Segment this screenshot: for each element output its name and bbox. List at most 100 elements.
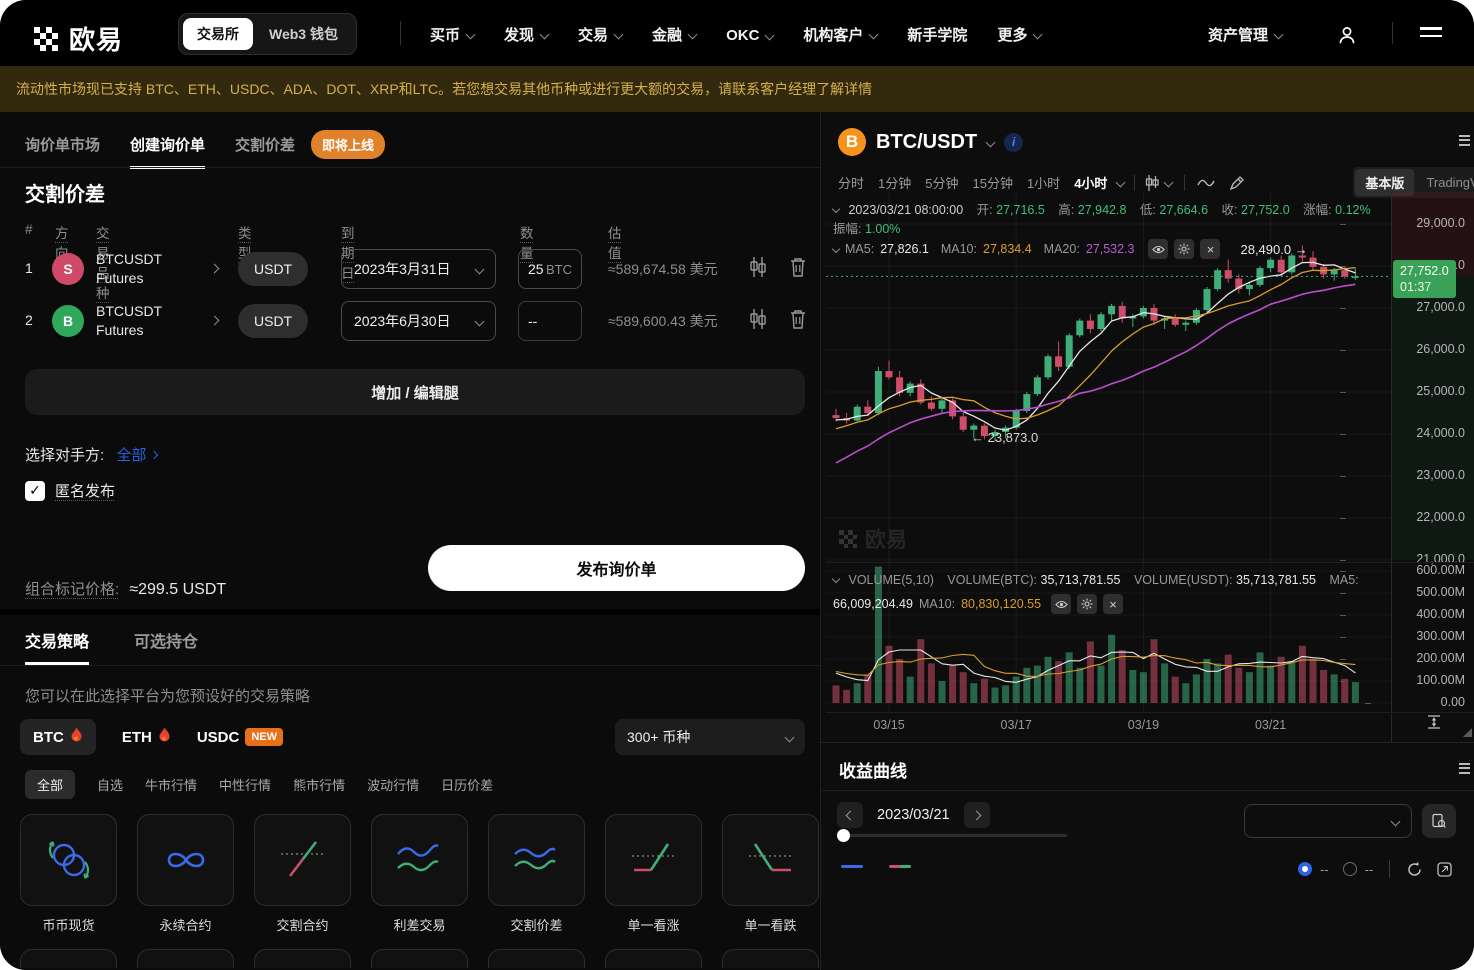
resize-corner[interactable]: [1463, 728, 1472, 737]
strategy-card[interactable]: 交割合约: [254, 814, 351, 934]
eye-icon[interactable]: [1051, 594, 1072, 614]
draw-tool-icon[interactable]: [1229, 175, 1245, 191]
low-value: 27,664.6: [1159, 203, 1209, 217]
candle-style-chevron[interactable]: [1163, 177, 1174, 188]
coin-count-select[interactable]: 300+ 币种: [615, 719, 805, 755]
strategy-card[interactable]: 利差交易: [371, 814, 468, 934]
info-icon[interactable]: i: [1004, 132, 1024, 152]
indicator-line-icon[interactable]: [1197, 177, 1216, 189]
counterparty-link[interactable]: 全部: [116, 447, 158, 464]
strategy-card[interactable]: 单一看跌: [722, 814, 819, 934]
quantity-input[interactable]: --: [518, 301, 582, 341]
quantity-input[interactable]: 25 BTC: [518, 249, 582, 289]
next-date-button[interactable]: [963, 802, 990, 828]
coin-filter-usdc[interactable]: USDC NEW: [197, 728, 284, 746]
strategy-card-partial[interactable]: [254, 949, 351, 968]
timeframe-1分钟[interactable]: 1分钟: [878, 175, 912, 191]
coin-filter-eth[interactable]: ETH: [122, 727, 171, 747]
strategy-card-partial[interactable]: [371, 949, 468, 968]
chevron-right-icon[interactable]: [209, 315, 220, 326]
add-edit-leg-button[interactable]: 增加 / 编辑腿: [25, 369, 805, 415]
candlestick-chart[interactable]: 03/15 03/17 03/19 03/21: [826, 192, 1391, 742]
publish-rfq-button[interactable]: 发布询价单: [428, 545, 805, 591]
strategy-card-partial[interactable]: [722, 949, 819, 968]
tab-create-rfq[interactable]: 创建询价单: [130, 134, 206, 169]
trash-icon[interactable]: [788, 256, 808, 278]
strategy-card[interactable]: 单一看涨: [605, 814, 702, 934]
tab-trading-strategies[interactable]: 交易策略: [25, 628, 90, 665]
nav-item-4[interactable]: OKC: [726, 27, 775, 44]
tab-rfq-market[interactable]: 询价单市场: [25, 137, 101, 154]
expiry-select[interactable]: 2023年6月30日: [341, 301, 496, 341]
pnl-menu-icon[interactable]: [1459, 760, 1470, 776]
candles-icon[interactable]: [748, 308, 768, 330]
filter-chip-5[interactable]: 波动行情: [367, 778, 420, 793]
coin-filter-btc[interactable]: BTC: [20, 719, 96, 755]
collapse-chevron[interactable]: [831, 204, 841, 214]
strategy-card-partial[interactable]: [137, 949, 234, 968]
timeframe-15分钟[interactable]: 15分钟: [972, 175, 1013, 191]
trash-icon[interactable]: [788, 308, 808, 330]
tab-delivery-spread[interactable]: 交割价差: [235, 137, 296, 154]
timeframe-1小时[interactable]: 1小时: [1026, 175, 1061, 191]
anonymous-checkbox[interactable]: ✓: [25, 480, 45, 501]
axis-tick-label: 300.00M: [1340, 629, 1465, 643]
prev-date-button[interactable]: [837, 802, 863, 828]
tab-basic-chart[interactable]: 基本版: [1355, 169, 1415, 196]
strategy-card[interactable]: 永续合约: [137, 814, 234, 934]
strategy-card[interactable]: 币币现货: [20, 814, 117, 934]
inspect-orders-button[interactable]: [1422, 804, 1456, 838]
slider-thumb[interactable]: [837, 829, 850, 842]
candle-style-icon[interactable]: [1145, 174, 1160, 191]
radio-unselected[interactable]: [1342, 862, 1357, 876]
date-slider[interactable]: [837, 829, 1067, 842]
gear-icon[interactable]: [1077, 594, 1098, 614]
filter-chip-4[interactable]: 熊市行情: [293, 778, 346, 793]
candles-icon[interactable]: [748, 256, 768, 278]
measure-icon[interactable]: [1426, 714, 1442, 730]
strategy-card-partial[interactable]: [605, 949, 702, 968]
user-icon[interactable]: [1336, 24, 1358, 46]
pair-select-chevron[interactable]: [985, 137, 996, 147]
toggle-web3-wallet[interactable]: Web3 钱包: [269, 26, 338, 42]
filter-chip-0[interactable]: 全部: [25, 770, 76, 799]
pnl-select[interactable]: [1244, 804, 1412, 838]
strategy-card-label: 单一看涨: [627, 918, 680, 933]
est-value: ≈589,600.43 美元: [608, 313, 718, 329]
refresh-icon[interactable]: [1406, 861, 1423, 878]
strategy-card-partial[interactable]: [488, 949, 585, 968]
filter-chip-3[interactable]: 中性行情: [219, 778, 272, 793]
chevron-right-icon[interactable]: [209, 263, 220, 274]
axis-tick-label: 200.00M: [1340, 651, 1465, 665]
hamburger-icon[interactable]: [1420, 27, 1442, 37]
nav-item-7[interactable]: 更多: [997, 24, 1043, 45]
timeframe-4小时[interactable]: 4小时: [1074, 175, 1108, 191]
close-icon[interactable]: ×: [1103, 594, 1124, 614]
nav-item-6[interactable]: 新手学院: [907, 27, 968, 44]
filter-chip-2[interactable]: 牛市行情: [145, 778, 198, 793]
tab-tradingview[interactable]: TradingView: [1426, 175, 1474, 190]
nav-item-assets[interactable]: 资产管理: [1208, 24, 1284, 45]
expand-icon[interactable]: [1437, 861, 1452, 877]
chart-menu-icon[interactable]: [1459, 132, 1470, 148]
radio2-label: --: [1364, 861, 1374, 877]
nav-item-2[interactable]: 交易: [578, 24, 624, 45]
gear-icon[interactable]: [1174, 239, 1195, 259]
nav-item-1[interactable]: 发现: [504, 24, 550, 45]
timeframe-5分钟[interactable]: 5分钟: [925, 175, 959, 191]
tab-optional-positions[interactable]: 可选持仓: [134, 634, 199, 651]
okx-logo[interactable]: 欧易: [34, 20, 123, 57]
eye-icon[interactable]: [1148, 239, 1169, 259]
filter-chip-6[interactable]: 日历价差: [441, 778, 494, 793]
nav-item-0[interactable]: 买币: [430, 24, 476, 45]
nav-item-5[interactable]: 机构客户: [803, 24, 879, 45]
filter-chip-1[interactable]: 自选: [97, 778, 124, 793]
close-icon[interactable]: ×: [1200, 239, 1221, 259]
strategy-card[interactable]: 交割价差: [488, 814, 585, 934]
nav-item-3[interactable]: 金融: [652, 24, 698, 45]
expiry-select[interactable]: 2023年3月31日: [341, 249, 496, 289]
strategy-card-partial[interactable]: [20, 949, 117, 968]
radio-selected[interactable]: [1298, 862, 1312, 876]
toggle-exchange[interactable]: 交易所: [183, 18, 253, 50]
timeframe-分时[interactable]: 分时: [838, 175, 865, 191]
